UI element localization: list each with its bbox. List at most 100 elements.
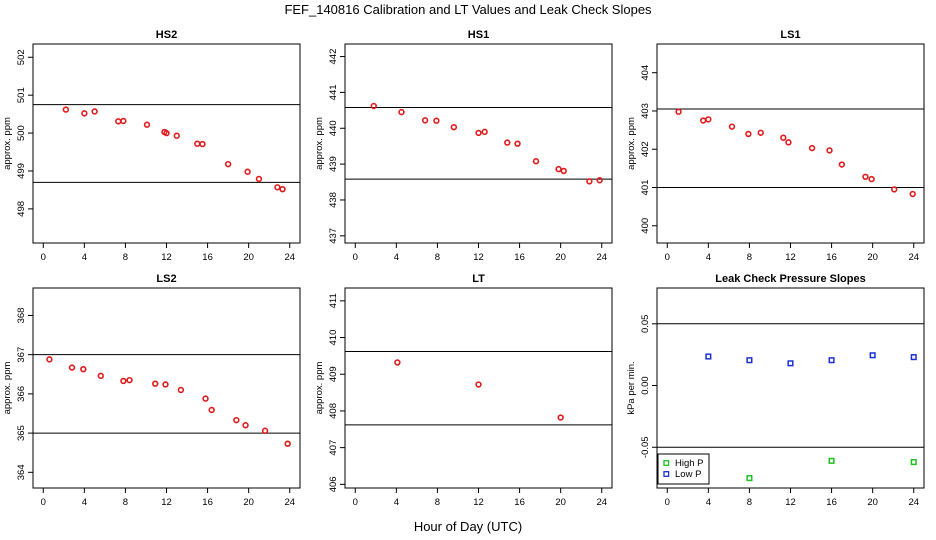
x-tick-label: 12 [785,252,796,263]
data-point [596,177,603,184]
data-point [909,190,916,198]
x-tick-label: 20 [555,252,566,263]
data-point [244,168,251,175]
y-axis-label: approx. ppm [314,117,325,170]
y-tick-label: 402 [640,141,651,157]
y-axis-label: approx. ppm [2,362,13,415]
data-point [891,186,898,193]
data-point [787,360,794,367]
y-tick-label: 498 [16,201,27,217]
y-tick-label: 440 [328,120,339,136]
data-point [828,357,835,364]
x-tick-label: 12 [785,497,796,508]
data-point [757,129,764,136]
data-point [224,160,232,168]
y-tick-label: 406 [328,476,339,492]
data-point [586,178,593,185]
legend-marker [663,460,670,466]
y-tick-label: 407 [328,440,339,456]
data-point [202,395,209,402]
y-tick-label: -0.05 [640,436,651,458]
panel-title: Leak Check Pressure Slopes [715,273,865,285]
data-point [808,144,816,152]
y-tick-label: 442 [328,49,339,65]
data-point [700,117,707,124]
x-tick-label: 8 [435,497,440,508]
data-point [433,117,440,124]
data-point [279,185,286,193]
y-tick-label: 403 [640,103,651,119]
x-tick-label: 0 [41,252,46,263]
y-tick-label: 408 [328,403,339,419]
x-tick-label: 0 [665,497,670,508]
data-point [869,352,876,359]
data-point [394,359,401,366]
x-tick-label: 4 [82,252,87,263]
x-tick-label: 20 [243,497,254,508]
legend-box [657,453,710,485]
plot-frame [32,43,301,244]
data-point [261,427,269,434]
y-tick-label: 411 [328,293,339,308]
data-point [450,123,458,131]
y-tick-label: 441 [328,84,339,100]
data-point [745,130,752,138]
data-point [91,108,98,115]
data-point [868,175,875,183]
plot-frame [344,43,613,244]
data-point [504,139,511,146]
panel-3: LS1 0 4 8 12 16 20 24 400 401 402 403 404 approx. ppm [626,29,925,263]
data-point [828,457,835,464]
data-point [199,140,206,148]
chart-panels: HS2 0 4 8 12 16 20 24 498 499 500 501 502 approx. ppm… [2,29,925,508]
data-point [194,140,201,147]
data-point [705,353,712,360]
x-tick-label: 4 [706,252,711,263]
data-point [162,381,169,388]
y-axis-label: approx. ppm [314,362,325,415]
data-point [780,134,787,141]
y-tick-label: 366 [16,386,27,402]
x-axis-label: Hour of Day (UTC) [414,519,522,534]
y-tick-label: 410 [328,330,339,346]
x-tick-label: 20 [867,252,878,263]
panel-title: LS2 [156,273,176,285]
data-point [826,147,833,154]
x-tick-label: 16 [514,497,525,508]
data-point [233,416,240,424]
data-point [746,357,753,364]
data-point [242,422,249,429]
data-point [910,354,917,361]
data-point [862,173,869,180]
data-point [532,158,540,165]
data-point [555,165,562,173]
plot-frame [32,287,301,489]
y-axis-label: kPa per min. [626,361,637,414]
y-tick-label: 400 [640,218,651,234]
data-point [557,414,564,421]
data-point [370,102,377,110]
plot-frame [344,287,613,489]
x-tick-label: 8 [123,252,128,263]
data-point [68,364,76,371]
data-point [475,129,482,137]
data-point [177,386,185,394]
data-point [421,117,429,124]
x-tick-label: 4 [394,497,399,508]
y-axis-label: approx. ppm [2,117,13,170]
y-tick-label: 401 [640,180,651,196]
x-tick-label: 20 [555,497,566,508]
y-tick-label: 364 [16,464,27,480]
data-point [81,110,88,117]
data-point [475,381,482,388]
data-point [728,123,736,130]
data-point [62,106,70,113]
x-tick-label: 24 [596,497,607,508]
panel-2: HS1 0 4 8 12 16 20 24 437 438 439 440 441 442 approx. … [314,29,613,263]
x-tick-label: 24 [908,497,919,508]
x-tick-label: 4 [394,252,399,263]
x-tick-label: 4 [82,497,87,508]
panel-6: Leak Check Pressure Slopes 0 4 8 12 16 20 24 -0.… [626,273,925,508]
y-tick-label: 368 [16,308,27,324]
x-tick-label: 16 [826,252,837,263]
